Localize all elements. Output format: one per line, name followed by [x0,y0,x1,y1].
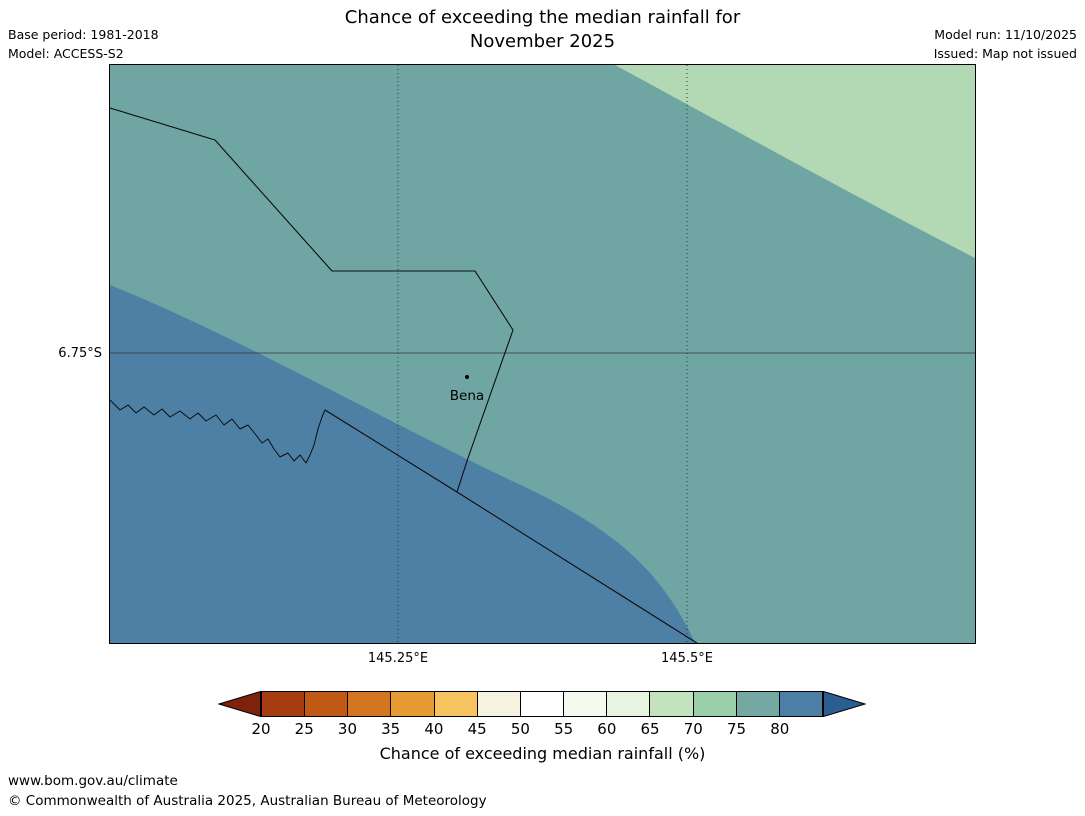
colorbar-bar [218,691,866,717]
footer-copyright: © Commonwealth of Australia 2025, Austra… [8,793,487,809]
colorbar-cell [735,692,779,716]
colorbar-labels: 20 25 30 35 40 45 50 55 60 65 70 75 80 [218,717,866,741]
colorbar: 20 25 30 35 40 45 50 55 60 65 70 75 80 [218,691,866,741]
colorbar-cell [261,692,305,716]
colorbar-right-arrow-shape [823,691,866,717]
map-canvas: Bena [110,65,975,643]
colorbar-tick-label: 45 [467,720,487,738]
colorbar-tick-label: 60 [597,720,617,738]
colorbar-cell [304,692,348,716]
colorbar-cell [649,692,693,716]
colorbar-cell [692,692,736,716]
colorbar-left-arrow-shape [218,691,261,717]
colorbar-tick-label: 40 [424,720,444,738]
lat-tick-label: 6.75°S [58,346,102,361]
colorbar-tick-label: 50 [510,720,530,738]
diagonal-boundary-line [324,409,698,643]
colorbar-tick-label: 25 [294,720,314,738]
bena-town-label: Bena [450,388,484,404]
river-line [110,399,326,464]
title-line-2: November 2025 [469,31,616,53]
colorbar-tick-label: 20 [251,720,271,738]
lon-tick-label-145-25e: 145.25°E [367,651,429,666]
district-boundary-line [110,107,514,493]
colorbar-cell [390,692,434,716]
issued-label: Issued: Map not issued [933,45,1077,61]
colorbar-tick-label: 55 [554,720,574,738]
model-run-label: Model run: 11/10/2025 [934,27,1077,42]
colorbar-right-arrow [823,691,866,717]
colorbar-cell [433,692,477,716]
colorbar-tick-label: 30 [337,720,357,738]
colorbar-tick-label: 65 [640,720,660,738]
header-left: Base period: 1981-2018 Model: ACCESS-S2 [8,26,159,64]
lon-tick-label-145-5e: 145.5°E [661,651,713,666]
header-right: Model run: 11/10/2025 Issued: Map not is… [934,26,1077,64]
region-top-band [615,65,975,258]
colorbar-cell [778,692,824,716]
colorbar-tick-label: 80 [770,720,790,738]
colorbar-cell [563,692,607,716]
colorbar-tick-label: 35 [381,720,401,738]
colorbar-cells [261,691,824,717]
footer-url: www.bom.gov.au/climate [8,773,178,789]
colorbar-cell [476,692,520,716]
region-bottom-band [110,285,695,643]
colorbar-cell [347,692,391,716]
colorbar-cell [606,692,650,716]
bena-town-marker [465,375,469,379]
colorbar-cell [519,692,564,716]
colorbar-caption: Chance of exceeding median rainfall (%) [379,744,706,763]
map-frame: Bena [109,64,976,644]
colorbar-tick-label: 75 [726,720,747,738]
colorbar-tick-label: 70 [683,720,703,738]
model-label: Model: ACCESS-S2 [8,45,124,61]
page-title: Chance of exceeding the median rainfall … [0,6,1085,55]
colorbar-left-arrow [218,691,261,717]
title-line-1: Chance of exceeding the median rainfall … [344,7,741,28]
base-period-label: Base period: 1981-2018 [8,27,159,42]
